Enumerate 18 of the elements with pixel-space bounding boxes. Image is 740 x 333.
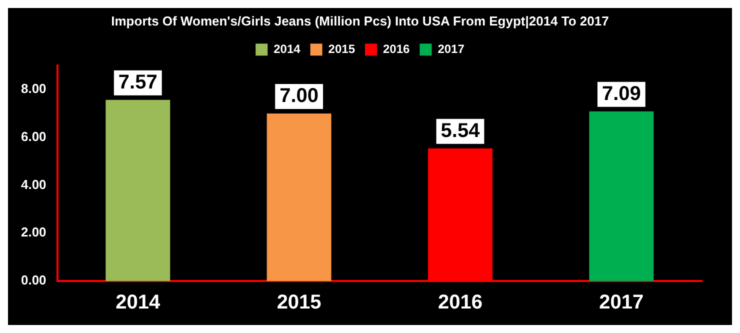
x-tick-label: 2017 bbox=[599, 292, 644, 314]
legend-label: 2016 bbox=[383, 42, 410, 56]
chart-title: Imports Of Women's/Girls Jeans (Million Pcs) Into USA From Egypt|2014 To 2017 bbox=[111, 13, 609, 28]
x-tick-label: 2014 bbox=[116, 292, 162, 314]
legend-label: 2014 bbox=[274, 42, 301, 56]
x-tick-label: 2015 bbox=[276, 292, 322, 314]
text: 7.09 bbox=[602, 82, 641, 105]
text: 7.00 bbox=[280, 84, 319, 107]
text: 7.57 bbox=[118, 71, 158, 94]
text: 5.54 bbox=[440, 120, 480, 142]
y-tick-label: 0.00 bbox=[20, 272, 46, 288]
y-tick-label: 6.00 bbox=[20, 128, 46, 144]
y-tick-label: 4.00 bbox=[20, 176, 46, 192]
x-tick-label: 2016 bbox=[438, 292, 482, 314]
y-tick-label: 2.00 bbox=[20, 224, 46, 240]
legend-label: 2017 bbox=[438, 42, 465, 56]
y-tick-label: 8.00 bbox=[20, 81, 46, 96]
legend-label: 2015 bbox=[328, 42, 356, 56]
